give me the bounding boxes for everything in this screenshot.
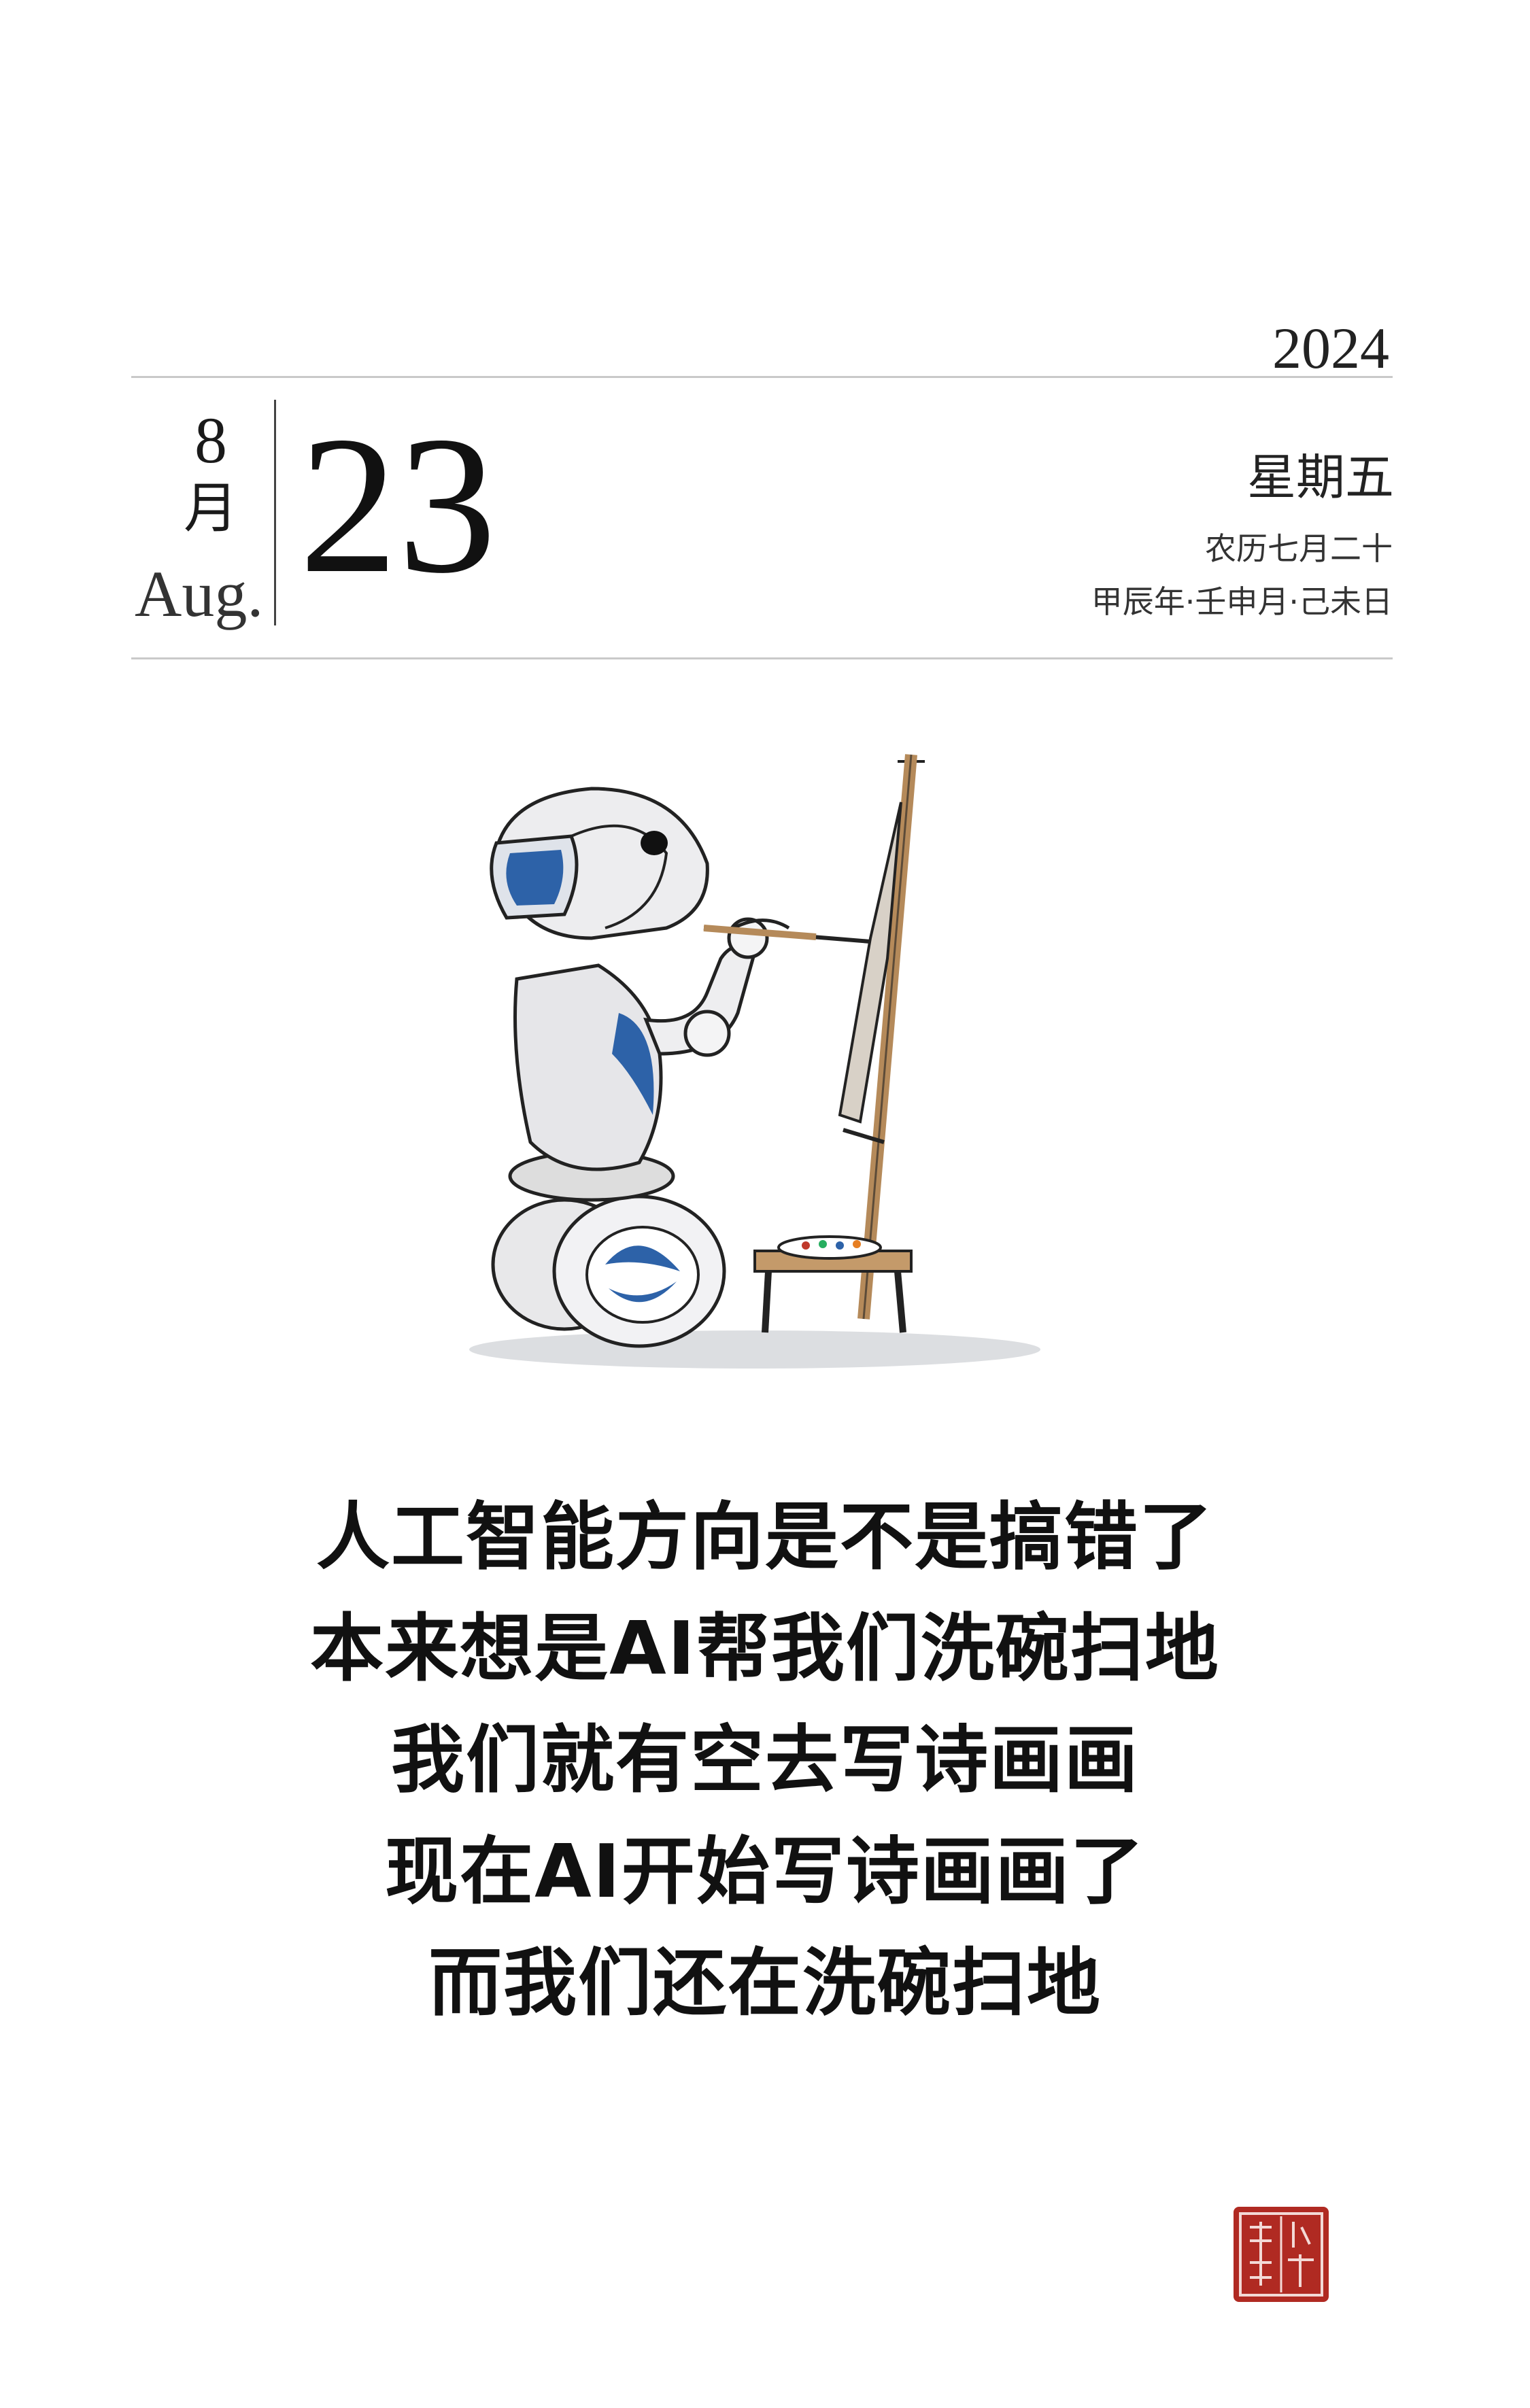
month-english: Aug. [135, 557, 264, 630]
lunar-date: 农历七月二十 [1205, 530, 1393, 567]
month-number: 8 [194, 404, 227, 477]
poem-line: 人工智能方向是不是搞错了 [316, 1495, 1214, 1580]
robot-wheel-icon [491, 1194, 726, 1348]
poem-line: 本来想是AI帮我们洗碗扫地 [310, 1606, 1220, 1691]
year-label: 2024 [1272, 315, 1389, 381]
robot-head-icon [490, 787, 709, 940]
top-divider [131, 376, 1393, 378]
easel-icon [838, 754, 925, 1320]
stool-icon [753, 1235, 913, 1333]
ground-shadow [469, 1330, 1040, 1369]
paintbrush-icon [703, 925, 871, 944]
ganzhi-date: 甲辰年·壬申月·己未日 [1091, 583, 1393, 620]
palette-icon [777, 1235, 882, 1260]
weekday-label: 星期五 [1246, 449, 1394, 506]
poem-line: 我们就有空去写诗画画 [390, 1718, 1139, 1803]
robot-arm-icon [643, 917, 790, 1057]
date-separator [274, 400, 276, 625]
bottom-divider [131, 657, 1393, 659]
poem-line: 现在AI开始写诗画画了 [385, 1829, 1145, 1914]
robot-eye-icon [641, 831, 668, 855]
robot-body-icon [513, 963, 663, 1171]
seal-glyph-icon [1239, 2212, 1323, 2297]
artist-seal-stamp [1234, 2207, 1329, 2302]
day-number: 23 [299, 396, 496, 614]
robot-painting-illustration [469, 754, 1040, 1369]
poem-line: 而我们还在洗碗扫地 [428, 1941, 1102, 2026]
poem-text: 人工智能方向是不是搞错了 本来想是AI帮我们洗碗扫地 我们就有空去写诗画画 现在… [0, 1482, 1530, 2040]
month-chinese: 月 [184, 477, 238, 540]
